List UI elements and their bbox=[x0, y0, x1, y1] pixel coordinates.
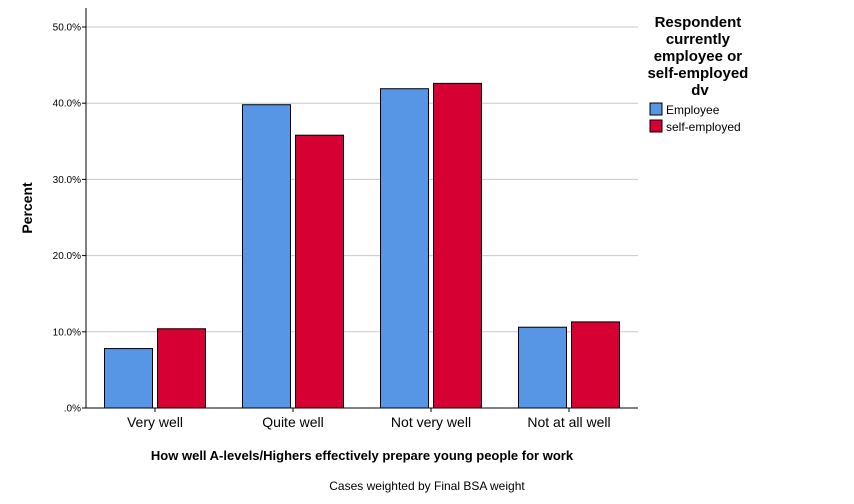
legend-title-line: employee or bbox=[654, 48, 743, 65]
legend: Respondent currently employee or self-em… bbox=[647, 14, 752, 134]
legend-title-line: Respondent bbox=[655, 14, 742, 31]
x-tick-label: Not at all well bbox=[527, 414, 610, 430]
bar-employee bbox=[380, 88, 429, 409]
bar-self-employed bbox=[433, 82, 482, 409]
y-tick-label: 30.0% bbox=[53, 175, 81, 186]
legend-label-self-employed: self-employed bbox=[666, 120, 741, 134]
legend-swatch-self-employed bbox=[649, 119, 663, 133]
axes bbox=[85, 8, 638, 409]
bar-employee bbox=[242, 104, 291, 409]
y-tick-label: 40.0% bbox=[53, 99, 81, 110]
bar-self-employed bbox=[157, 328, 206, 409]
legend-title-line: self-employed bbox=[647, 65, 748, 82]
x-axis-title: How well A-levels/Highers effectively pr… bbox=[151, 448, 574, 463]
legend-title-line: dv bbox=[691, 82, 709, 99]
x-tick-label: Quite well bbox=[262, 414, 323, 430]
footnote: Cases weighted by Final BSA weight bbox=[329, 479, 525, 493]
bar-self-employed bbox=[295, 134, 344, 409]
y-axis-title: Percent bbox=[19, 182, 35, 234]
bar-employee bbox=[518, 326, 567, 409]
legend-swatch-employee bbox=[649, 102, 663, 116]
bars bbox=[104, 82, 620, 409]
bar-self-employed bbox=[571, 321, 620, 409]
y-axis-ticks: .0% 10.0% 20.0% 30.0% 40.0% 50.0% bbox=[53, 23, 86, 415]
gridlines bbox=[86, 26, 638, 333]
x-axis-labels: Very well Quite well Not very well Not at a… bbox=[127, 408, 611, 430]
legend-label-employee: Employee bbox=[666, 103, 720, 117]
legend-title-line: currently bbox=[666, 31, 731, 48]
x-tick-label: Very well bbox=[127, 414, 183, 430]
bar-employee bbox=[104, 348, 153, 409]
legend-title: Respondent currently employee or self-em… bbox=[647, 14, 752, 99]
y-tick-label: 10.0% bbox=[53, 327, 81, 338]
y-tick-label: 50.0% bbox=[53, 23, 81, 34]
y-tick-label: 20.0% bbox=[53, 251, 81, 262]
x-tick-label: Not very well bbox=[391, 414, 471, 430]
y-tick-label: .0% bbox=[64, 404, 81, 415]
